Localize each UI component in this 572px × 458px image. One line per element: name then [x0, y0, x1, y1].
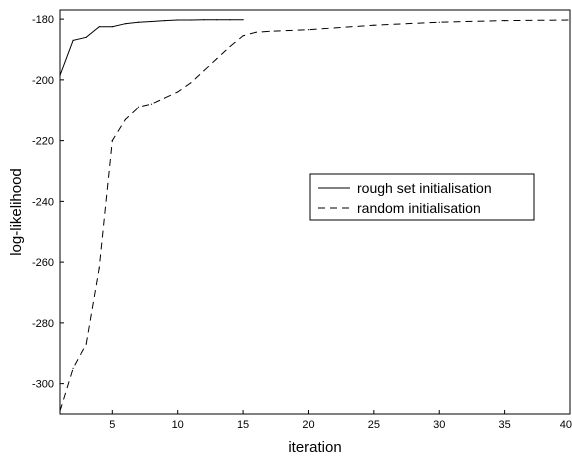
data-point — [72, 367, 74, 369]
data-point — [124, 118, 126, 120]
y-tick-label: -180 — [32, 14, 54, 26]
data-point — [216, 58, 218, 60]
x-tick-label: 15 — [237, 419, 249, 431]
x-tick-label: 10 — [172, 419, 184, 431]
x-tick-label: 30 — [433, 419, 445, 431]
data-point — [59, 410, 61, 412]
data-point — [203, 70, 205, 72]
data-point — [137, 21, 140, 23]
y-axis-label: log-likelihood — [8, 168, 25, 256]
data-point — [229, 45, 231, 48]
x-axis-label: iteration — [288, 439, 341, 456]
data-point — [111, 140, 113, 142]
data-point — [124, 23, 126, 25]
data-point — [164, 97, 166, 99]
data-point — [242, 35, 244, 37]
legend-label-random: random initialisation — [357, 200, 481, 216]
data-point — [373, 24, 375, 26]
data-point — [98, 267, 100, 269]
y-tick-label: -220 — [32, 136, 54, 148]
y-tick-label: -200 — [32, 75, 54, 87]
legend-label-rough-set: rough set initialisation — [357, 180, 492, 196]
data-point — [203, 19, 205, 21]
data-point — [137, 106, 140, 108]
data-point — [229, 19, 231, 21]
data-point — [150, 103, 153, 105]
data-point — [255, 31, 257, 33]
y-tick-label: -260 — [32, 257, 54, 269]
data-point — [177, 19, 179, 21]
legend: rough set initialisation random initiali… — [309, 173, 535, 221]
data-point — [164, 20, 166, 22]
data-point — [268, 30, 270, 32]
data-point — [190, 82, 192, 84]
y-tick-label: -240 — [32, 196, 54, 208]
data-point — [569, 19, 571, 21]
x-tick-label: 40 — [560, 419, 572, 431]
data-point — [177, 91, 179, 93]
series-line-random — [59, 19, 571, 412]
data-point — [307, 29, 310, 31]
series-layer — [59, 19, 571, 412]
data-point — [85, 36, 87, 38]
y-tick-label: -300 — [32, 379, 54, 391]
legend-box — [309, 173, 535, 221]
data-point — [111, 26, 113, 28]
data-point — [190, 19, 192, 21]
x-axis-ticks: 5 10 15 20 25 30 35 40 — [109, 410, 572, 431]
data-point — [216, 19, 218, 21]
data-point — [242, 19, 244, 21]
data-point — [72, 39, 74, 42]
data-point — [438, 21, 440, 23]
data-point — [504, 20, 506, 22]
y-tick-label: -280 — [32, 318, 54, 330]
plot-area-frame — [59, 9, 571, 415]
y-axis-ticks: -180 -200 -220 -240 -260 -280 -300 — [32, 14, 64, 391]
data-point — [98, 26, 100, 28]
data-point — [150, 20, 153, 23]
x-tick-label: 35 — [498, 419, 510, 431]
x-tick-label: 25 — [368, 419, 380, 431]
data-point — [85, 343, 87, 345]
x-tick-label: 20 — [302, 419, 314, 431]
x-tick-label: 5 — [109, 419, 115, 431]
data-point — [59, 74, 61, 76]
